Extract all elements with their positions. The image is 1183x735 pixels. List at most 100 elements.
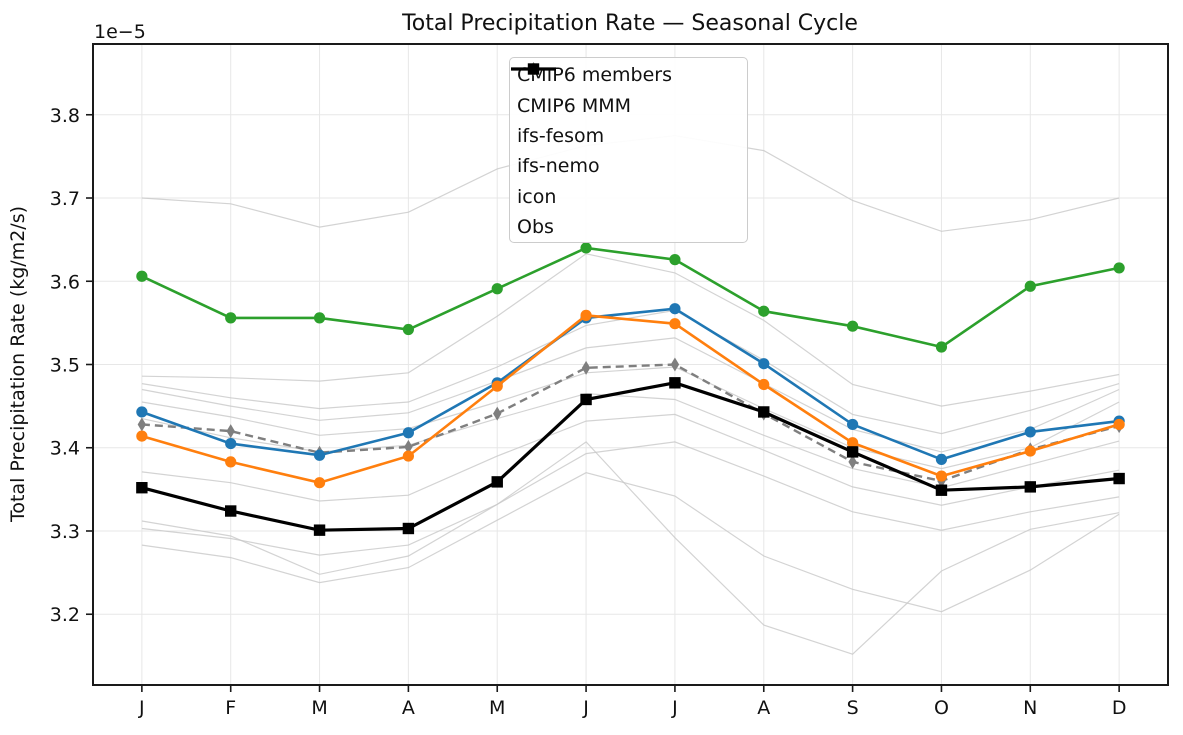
series-line-ifs-fesom — [141, 307, 1120, 461]
data-point-circle — [136, 430, 148, 442]
data-point-square — [758, 406, 770, 418]
chart-title: Total Precipitation Rate — Seasonal Cycl… — [401, 11, 858, 36]
data-point-diamond — [137, 417, 147, 432]
member-line — [141, 392, 1120, 489]
data-point-circle — [313, 477, 326, 489]
legend-item-ifs-fesom: ifs-fesom — [511, 63, 747, 151]
legend-label-ifs-nemo: ifs-nemo — [517, 155, 600, 178]
data-point-circle — [402, 450, 414, 462]
member-line — [141, 413, 1120, 506]
x-tick-label: M — [311, 697, 327, 719]
x-tick-label: M — [489, 697, 505, 719]
data-point-circle — [580, 242, 592, 254]
data-point-circle — [313, 312, 326, 324]
legend-item-icon: icon — [511, 63, 747, 212]
data-point-square — [136, 482, 148, 494]
legend-item-obs: Obs — [511, 63, 747, 242]
y-tick-label: 3.4 — [50, 438, 80, 460]
data-point-circle — [1113, 262, 1125, 274]
x-tick-label: A — [402, 697, 415, 719]
data-point-diamond — [581, 360, 591, 375]
series-line-obs — [141, 381, 1120, 532]
legend: CMIP6 members CMIP6 MMM ifs-fesom ifs-nemo i… — [509, 57, 748, 243]
data-point-diamond — [848, 454, 857, 469]
data-point-circle — [491, 283, 503, 295]
legend-item-ifs-nemo: ifs-nemo — [511, 63, 747, 181]
data-point-circle — [1113, 418, 1125, 431]
y-tick-label: 3.6 — [50, 271, 80, 293]
x-tick-label: J — [138, 697, 145, 719]
data-point-circle — [225, 437, 237, 450]
legend-label-ifs-fesom: ifs-fesom — [517, 124, 605, 147]
data-point-circle — [935, 470, 948, 482]
member-line — [141, 366, 1120, 470]
data-point-circle — [136, 406, 148, 418]
data-point-square — [669, 377, 681, 389]
data-point-circle — [402, 427, 414, 439]
data-point-circle — [758, 305, 770, 317]
legend-label-cmip6-mmm: CMIP6 MMM — [517, 94, 632, 117]
x-tick-label: F — [225, 697, 236, 719]
member-line — [141, 441, 1120, 556]
x-tick-label: J — [582, 697, 589, 719]
data-point-square — [846, 446, 859, 458]
axis-tick-labels: 3.2 3.3 3.4 3.5 3.6 3.7 3.8 J F M A M J J A S O N D — [50, 105, 1127, 719]
y-tick-label: 3.8 — [50, 105, 80, 127]
legend-label-obs: Obs — [517, 216, 554, 239]
y-tick-label: 3.7 — [50, 188, 80, 210]
data-point-diamond — [493, 406, 502, 421]
data-point-circle — [935, 453, 948, 466]
y-tick-label: 3.3 — [50, 521, 80, 543]
series-line-ifs-nemo — [141, 314, 1120, 485]
data-point-circle — [136, 270, 148, 282]
data-point-circle — [491, 380, 503, 392]
data-point-circle — [225, 312, 237, 324]
data-point-circle — [313, 449, 326, 461]
data-point-diamond — [404, 439, 413, 454]
member-line — [141, 441, 1120, 655]
series-icon — [136, 242, 1125, 353]
data-point-circle — [935, 341, 948, 353]
data-point-circle — [1024, 445, 1036, 457]
data-point-square — [580, 393, 592, 406]
y-tick-label: 3.5 — [50, 355, 80, 377]
data-point-square — [313, 524, 326, 536]
legend-sample-obs — [511, 63, 556, 75]
data-point-circle — [847, 437, 859, 449]
legend-item-cmip6-mmm: CMIP6 MMM — [511, 62, 747, 120]
data-point-circle — [669, 318, 681, 330]
y-tick-label: 3.2 — [50, 604, 80, 626]
data-point-circle — [758, 358, 770, 370]
data-point-circle — [669, 303, 681, 315]
data-point-square — [225, 505, 237, 517]
data-point-circle — [1024, 426, 1036, 438]
y-axis-label: Total Precipitation Rate (kg/m2/s) — [7, 206, 29, 523]
data-point-diamond — [670, 357, 680, 372]
data-point-circle — [758, 378, 770, 391]
data-point-circle — [402, 323, 414, 336]
x-tick-label: D — [1112, 697, 1127, 719]
data-point-square — [491, 476, 503, 488]
y-offset-label: 1e−5 — [94, 21, 146, 43]
series-ifs-nemo — [136, 309, 1125, 489]
x-tick-label: S — [847, 697, 859, 719]
series-obs — [136, 377, 1125, 536]
series-line-cmip6-mmm — [141, 363, 1120, 483]
data-point-circle — [1024, 280, 1036, 292]
data-point-circle — [225, 456, 237, 468]
data-point-circle — [847, 418, 859, 431]
member-line — [141, 337, 1120, 453]
series-ifs-fesom — [136, 303, 1125, 466]
axis-ticks — [86, 113, 1120, 692]
series-cmip6-members — [141, 134, 1120, 655]
series-line-icon — [141, 246, 1120, 349]
data-point-square — [527, 63, 540, 75]
data-point-square — [1024, 481, 1036, 493]
member-line — [141, 309, 1120, 435]
member-line — [141, 253, 1120, 407]
x-tick-label: O — [934, 697, 949, 719]
data-point-diamond — [226, 424, 235, 439]
legend-label-icon: icon — [517, 185, 557, 208]
